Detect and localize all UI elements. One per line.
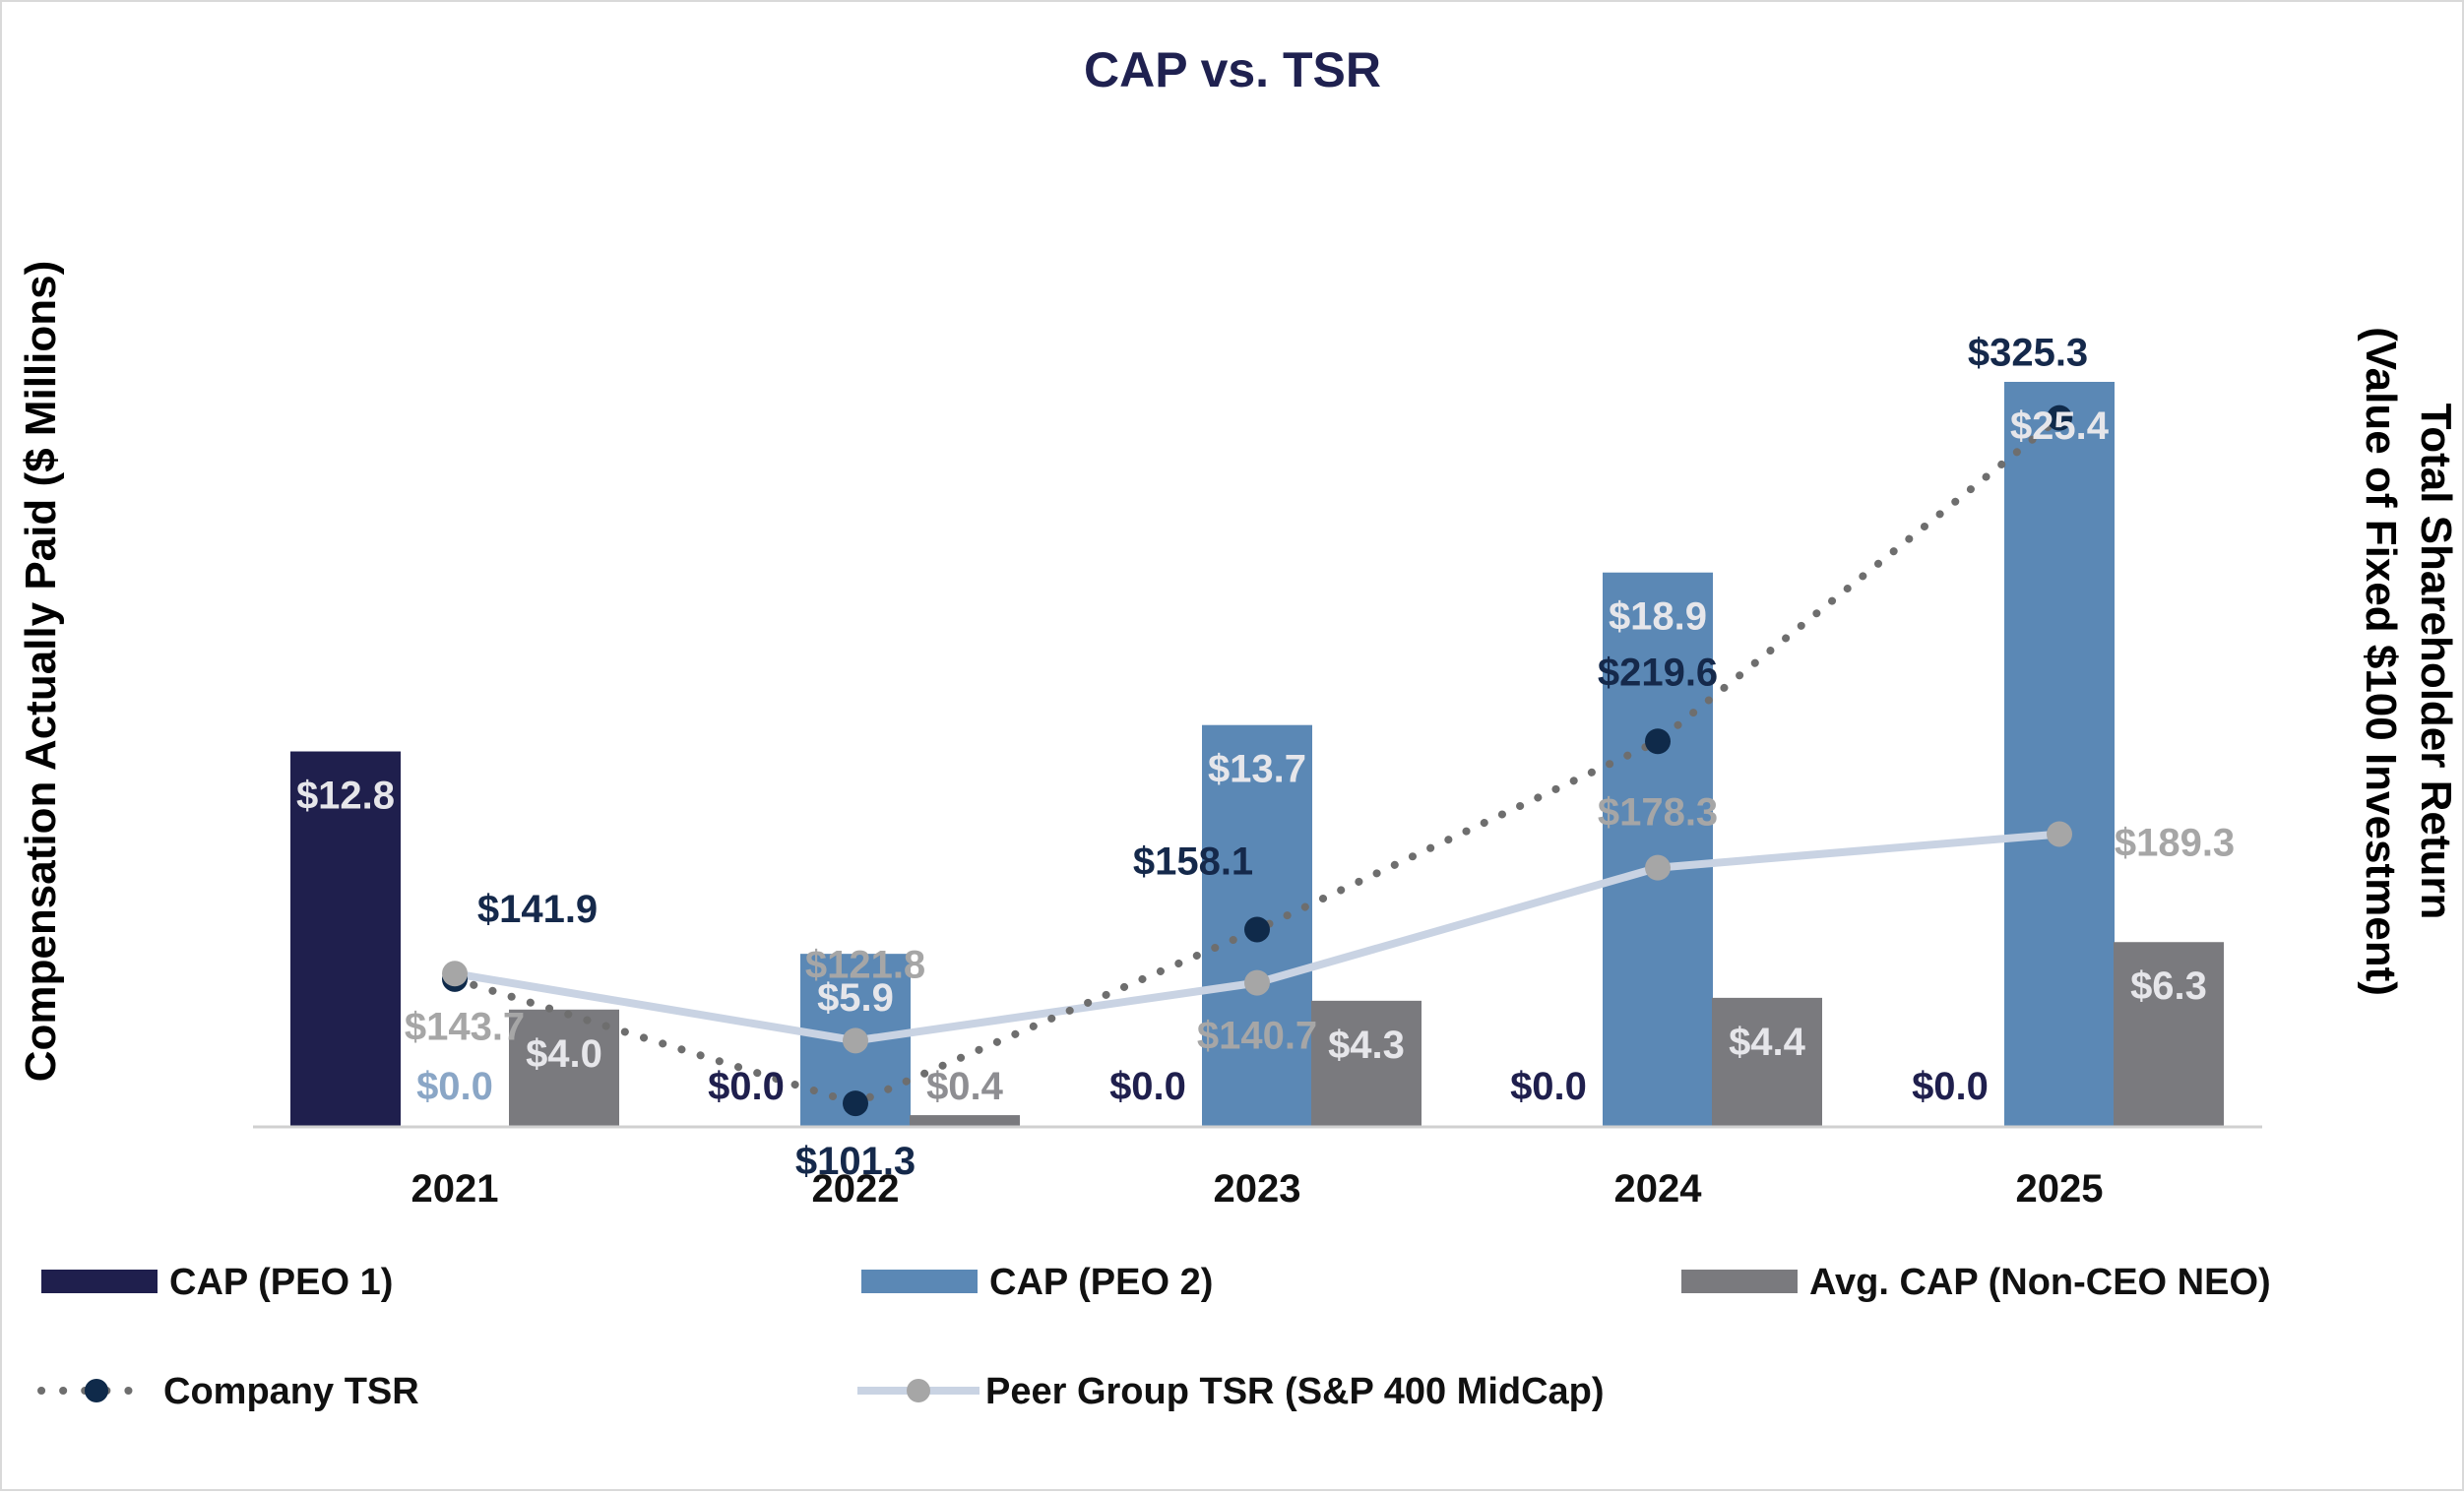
legend-item-company-tsr-label: Company TSR	[163, 1371, 419, 1412]
bar-label-neo-2025: $6.3	[2130, 964, 2207, 1008]
bar-label-neo-2022: $0.4	[926, 1065, 1004, 1108]
x-tick-layer: 2021 2022 2023 2024 2025	[411, 1167, 2104, 1211]
bar-neo-2025	[2114, 942, 2224, 1127]
right-axis-title-line1: Total Shareholder Return	[2412, 404, 2460, 920]
legend-item-cap-peo2: CAP (PEO 2)	[861, 1262, 1213, 1303]
right-axis-title-line2: (Value of Fixed $100 Investment)	[2357, 327, 2405, 996]
peer-tsr-point-2025	[2047, 821, 2072, 847]
peer-tsr-label-2025: $189.3	[2115, 821, 2235, 864]
bar-neo-2024	[1712, 997, 1822, 1127]
company-tsr-label-2025: $325.3	[1968, 332, 2088, 375]
bar-label-neo-2024: $4.4	[1729, 1021, 1806, 1064]
x-tick-2025: 2025	[2016, 1167, 2104, 1211]
company-tsr-label-2023: $158.1	[1133, 840, 1253, 883]
bar-label-neo-2023: $4.3	[1328, 1024, 1405, 1067]
bar-peo2-2024	[1603, 572, 1713, 1127]
peer-tsr-point-2024	[1645, 854, 1671, 881]
peer-tsr-point-2021	[442, 961, 468, 987]
legend-item-avg-cap-neo-swatch	[1681, 1270, 1798, 1293]
company-tsr-point-2022	[843, 1090, 868, 1117]
bar-label-peo2-2024: $18.9	[1609, 595, 1707, 639]
company-tsr-point-2024	[1645, 728, 1671, 755]
bar-neo-2022	[910, 1115, 1020, 1127]
peer-tsr-label-2021: $143.7	[405, 1005, 525, 1048]
peer-tsr-label-2022: $121.8	[805, 943, 925, 986]
bar-label-peo2-2022: $5.9	[817, 976, 894, 1020]
x-tick-2021: 2021	[411, 1167, 499, 1211]
bar-label-peo2-2021: $0.0	[416, 1065, 493, 1108]
peer-tsr-point-2022	[843, 1027, 868, 1054]
company-tsr-point-2025	[2047, 404, 2072, 431]
legend-item-avg-cap-neo-label: Avg. CAP (Non-CEO NEO)	[1809, 1262, 2271, 1303]
bar-label-peo1-2025: $0.0	[1912, 1065, 1989, 1108]
peer-tsr-label-2024: $178.3	[1598, 791, 1718, 835]
legend-item-cap-peo2-label: CAP (PEO 2)	[989, 1262, 1213, 1303]
x-tick-2023: 2023	[1214, 1167, 1301, 1211]
peer-tsr-label-2023: $140.7	[1197, 1015, 1317, 1058]
company-tsr-label-2022: $101.3	[795, 1140, 916, 1183]
legend-item-cap-peo1-swatch	[41, 1270, 158, 1293]
legend: CAP (PEO 1) CAP (PEO 2) Avg. CAP (Non-CEO …	[37, 1262, 2271, 1412]
bar-label-peo1-2022: $0.0	[708, 1065, 785, 1108]
bar-label-peo1-2024: $0.0	[1510, 1065, 1587, 1108]
bar-label-neo-2021: $4.0	[526, 1032, 602, 1076]
bar-label-peo1-2023: $0.0	[1109, 1065, 1186, 1108]
legend-item-peer-tsr-swatch-marker	[907, 1379, 930, 1402]
bar-layer	[290, 382, 2224, 1127]
bar-peo2-2025	[2004, 382, 2115, 1127]
peer-tsr-point-2023	[1244, 969, 1270, 996]
legend-item-cap-peo1: CAP (PEO 1)	[41, 1262, 393, 1303]
bar-peo1-2021	[290, 751, 401, 1127]
x-tick-2022: 2022	[812, 1167, 900, 1211]
legend-item-company-tsr-swatch-marker	[85, 1379, 108, 1402]
label-layer: $12.8 $0.0 $0.0 $0.0 $0.0 $0.0 $5.9 $13.7 $18.9 $…	[296, 332, 2235, 1184]
legend-item-cap-peo1-label: CAP (PEO 1)	[169, 1262, 393, 1303]
legend-item-avg-cap-neo: Avg. CAP (Non-CEO NEO)	[1681, 1262, 2271, 1303]
company-tsr-point-2023	[1244, 916, 1270, 943]
bar-label-peo2-2023: $13.7	[1208, 748, 1306, 791]
legend-item-company-tsr: Company TSR	[37, 1371, 419, 1412]
bar-neo-2023	[1311, 1000, 1422, 1127]
bar-label-peo2-2025: $25.4	[2010, 404, 2110, 448]
company-tsr-label-2021: $141.9	[477, 888, 598, 931]
company-tsr-line	[451, 413, 2063, 1108]
chart-title: CAP vs. TSR	[1084, 42, 1381, 97]
company-tsr-label-2024: $219.6	[1598, 651, 1718, 694]
legend-item-peer-tsr: Peer Group TSR (S&P 400 MidCap)	[857, 1371, 1605, 1412]
bar-label-peo1-2021: $12.8	[296, 775, 395, 818]
left-axis-title: Compensation Actually Paid ($ Millions)	[17, 261, 65, 1082]
legend-item-cap-peo2-swatch	[861, 1270, 978, 1293]
bar-neo-2021	[509, 1009, 619, 1127]
legend-item-peer-tsr-label: Peer Group TSR (S&P 400 MidCap)	[985, 1371, 1605, 1412]
x-tick-2024: 2024	[1614, 1167, 1703, 1211]
line-layer	[442, 404, 2072, 1117]
